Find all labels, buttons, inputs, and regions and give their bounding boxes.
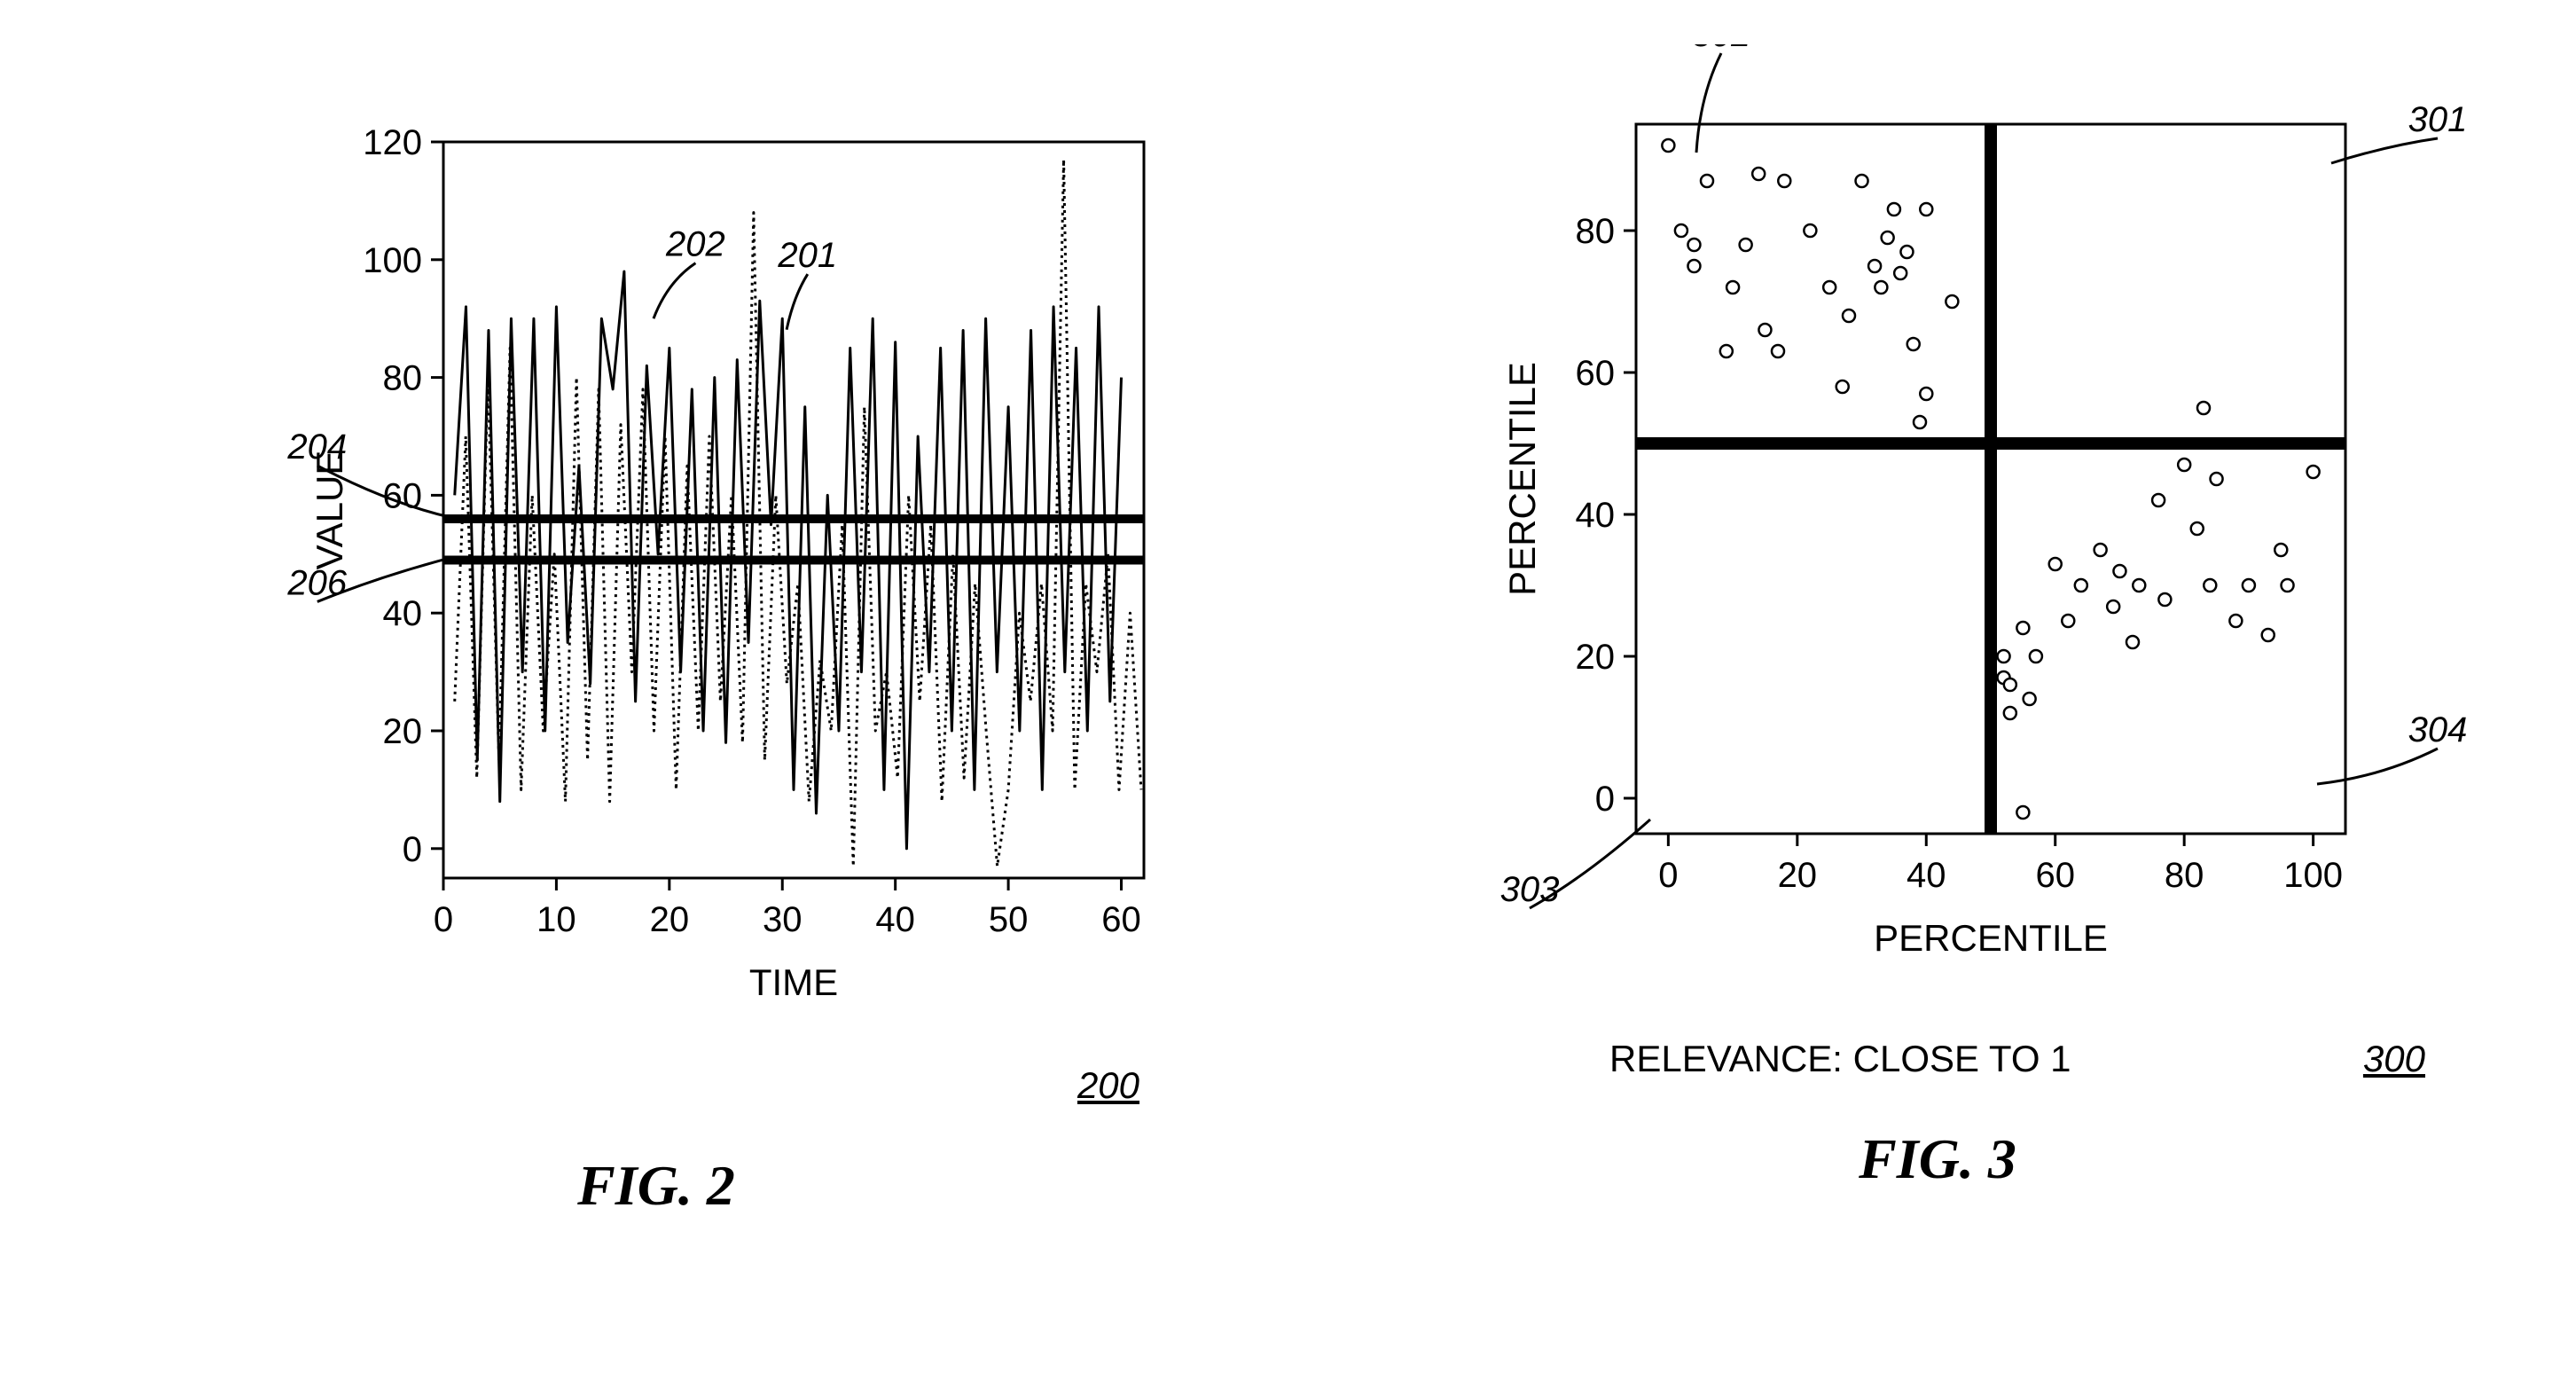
svg-text:50: 50 bbox=[989, 900, 1029, 939]
svg-text:0: 0 bbox=[403, 830, 422, 869]
svg-text:60: 60 bbox=[1576, 354, 1616, 393]
svg-text:0: 0 bbox=[1658, 856, 1678, 895]
figure-3-subtitle: RELEVANCE: CLOSE TO 1 bbox=[1609, 1038, 2071, 1080]
svg-text:204: 204 bbox=[286, 427, 347, 467]
svg-text:0: 0 bbox=[434, 900, 453, 939]
svg-text:60: 60 bbox=[2035, 856, 2075, 895]
svg-text:30: 30 bbox=[763, 900, 803, 939]
svg-text:80: 80 bbox=[1576, 212, 1616, 251]
svg-text:20: 20 bbox=[1778, 856, 1818, 895]
svg-text:301: 301 bbox=[2408, 100, 2468, 139]
svg-text:303: 303 bbox=[1500, 870, 1560, 909]
svg-text:PERCENTILE: PERCENTILE bbox=[1874, 917, 2108, 959]
svg-text:40: 40 bbox=[1576, 496, 1616, 535]
figure-3-subtitle-row: RELEVANCE: CLOSE TO 1 300 bbox=[1609, 1038, 2425, 1080]
svg-text:VALUE: VALUE bbox=[309, 451, 350, 570]
svg-text:202: 202 bbox=[665, 225, 725, 264]
svg-text:40: 40 bbox=[383, 594, 423, 633]
figure-3-plot: 0 20 40 60 80 100 0 20 40 60 80 PERCENTILE PERCENTIL… bbox=[1348, 44, 2527, 1029]
svg-text:80: 80 bbox=[383, 359, 423, 398]
svg-text:302: 302 bbox=[1692, 44, 1751, 54]
svg-text:10: 10 bbox=[536, 900, 576, 939]
svg-text:20: 20 bbox=[650, 900, 690, 939]
figure-2-panel: 0 10 20 30 40 50 60 0 20 40 60 80 100 120 TIME VALUE 201… bbox=[106, 80, 1206, 1304]
svg-text:TIME: TIME bbox=[749, 961, 838, 1003]
svg-text:40: 40 bbox=[1907, 856, 1946, 895]
figure-3-panel: 0 20 40 60 80 100 0 20 40 60 80 PERCENTILE PERCENTIL… bbox=[1348, 44, 2527, 1313]
svg-text:201: 201 bbox=[777, 236, 837, 275]
svg-text:60: 60 bbox=[383, 476, 423, 515]
page: 0102030405060020406080100120TIMEVALUE201… bbox=[0, 0, 2576, 1396]
figure-3-title: FIG. 3 bbox=[1348, 1126, 2527, 1192]
svg-text:80: 80 bbox=[2165, 856, 2204, 895]
figure-2-title: FIG. 2 bbox=[106, 1153, 1206, 1219]
svg-text:20: 20 bbox=[1576, 638, 1616, 677]
svg-text:100: 100 bbox=[2283, 856, 2343, 895]
figure-3-ref-number: 300 bbox=[2363, 1038, 2425, 1080]
svg-text:120: 120 bbox=[363, 123, 422, 162]
figure-2-ref-number: 200 bbox=[1037, 1064, 1179, 1107]
svg-text:PERCENTILE: PERCENTILE bbox=[1501, 362, 1543, 596]
svg-text:0: 0 bbox=[1595, 780, 1615, 819]
svg-text:60: 60 bbox=[1101, 900, 1141, 939]
figure-2-plot: 0 10 20 30 40 50 60 0 20 40 60 80 100 120 TIME VALUE 201… bbox=[106, 80, 1206, 1055]
svg-text:206: 206 bbox=[286, 563, 347, 602]
svg-text:40: 40 bbox=[875, 900, 915, 939]
svg-text:20: 20 bbox=[383, 712, 423, 751]
svg-text:304: 304 bbox=[2408, 710, 2468, 749]
svg-text:100: 100 bbox=[363, 241, 422, 280]
